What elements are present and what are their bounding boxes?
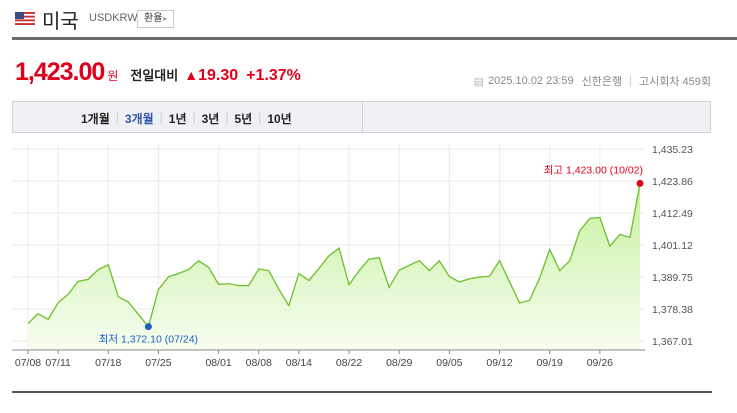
tab-0[interactable]: 1개월	[81, 112, 110, 126]
y-tick-label: 1,412.49	[652, 208, 693, 220]
tab-3[interactable]: 3년	[201, 112, 220, 126]
min-point	[144, 323, 152, 331]
x-tick-label: 07/25	[145, 357, 171, 369]
y-tick-label: 1,423.86	[652, 176, 693, 188]
y-tick-label: 1,435.23	[652, 144, 693, 156]
exchange-rate-button-label: 환율	[144, 13, 163, 24]
notice-count: 고시회차 459회	[638, 76, 711, 88]
current-price: 1,423.00	[15, 58, 105, 86]
country-name: 미국	[42, 9, 79, 33]
up-triangle-icon: ▲	[184, 67, 199, 83]
tab-4[interactable]: 5년	[234, 112, 253, 126]
price-change: ▲19.30	[184, 67, 238, 85]
exchange-rate-button[interactable]: 환율▸	[137, 10, 175, 28]
footer-divider	[12, 391, 712, 393]
x-tick-label: 08/22	[336, 357, 362, 369]
tab-separator: |	[258, 110, 262, 124]
currency-code: USDKRW	[89, 12, 138, 24]
tab-separator: |	[115, 110, 119, 124]
x-tick-label: 07/11	[45, 357, 71, 369]
max-point	[636, 179, 644, 187]
bank-name: 신한은행	[581, 76, 623, 88]
x-tick-label: 09/05	[436, 357, 462, 369]
chevron-right-icon: ▸	[163, 14, 168, 23]
change-value: 19.30	[198, 67, 239, 84]
tab-separator: |	[225, 110, 229, 124]
price-unit: 원	[107, 69, 119, 83]
x-tick-label: 09/12	[486, 357, 512, 369]
prev-day-label: 전일대비	[130, 69, 179, 84]
x-tick-label: 07/18	[95, 357, 121, 369]
header-divider	[12, 37, 737, 40]
x-tick-label: 08/08	[246, 357, 272, 369]
price-line	[27, 183, 641, 329]
max-label: 최고 1,423.00 (10/02)	[544, 164, 643, 176]
x-tick-label: 09/19	[537, 357, 563, 369]
tab-1[interactable]: 3개월	[124, 112, 154, 126]
tab-2[interactable]: 1년	[168, 112, 187, 126]
x-tick-label: 07/08	[15, 357, 41, 369]
calendar-icon: ▤	[473, 75, 484, 88]
y-tick-label: 1,367.01	[652, 336, 693, 348]
exchange-rate-chart: 1,435.23 1,423.86 1,412.49 1,401.12 1,389.75…	[12, 144, 693, 369]
area-fill	[28, 183, 640, 350]
quote-line: 1,423.00 원 전일대비 ▲19.30 +1.37%	[15, 58, 301, 87]
us-flag-icon	[15, 10, 35, 25]
tab-separator: |	[159, 110, 163, 124]
x-tick-label: 08/29	[386, 357, 412, 369]
x-tick-label: 08/01	[205, 357, 231, 369]
period-tabs: 1개월 | 3개월 | 1년 | 3년 | 5년 | 10년	[12, 101, 711, 133]
separator: |	[629, 75, 632, 87]
change-percent: +1.37%	[246, 67, 301, 84]
tab-bar-divider	[362, 102, 363, 132]
x-tick-label: 09/26	[587, 357, 613, 369]
quote-info: ▤ 2025.10.02 23:59 신한은행 | 고시회차 459회	[474, 73, 711, 89]
min-label: 최저 1,372.10 (07/24)	[99, 334, 198, 346]
y-tick-label: 1,401.12	[652, 240, 693, 252]
quote-datetime: 2025.10.02 23:59	[488, 75, 574, 87]
y-tick-label: 1,389.75	[652, 272, 693, 284]
tab-5[interactable]: 10년	[267, 112, 292, 126]
tab-separator: |	[192, 110, 196, 124]
y-tick-label: 1,378.38	[652, 304, 693, 316]
x-tick-label: 08/14	[286, 357, 312, 369]
